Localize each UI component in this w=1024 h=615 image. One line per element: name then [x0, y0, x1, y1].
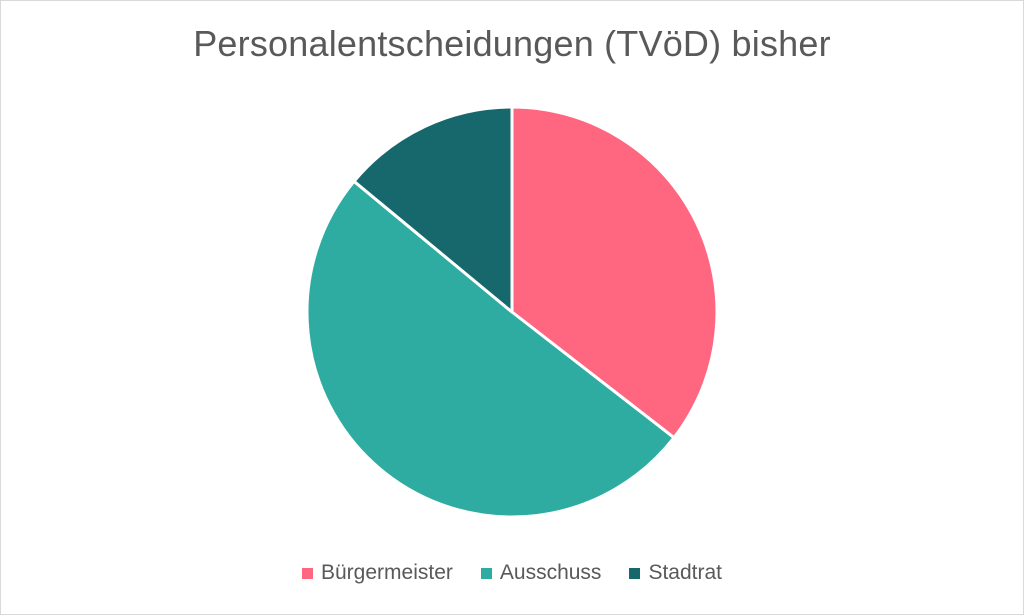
legend-swatch-stadtrat [629, 567, 641, 579]
legend-swatch-ausschuss [480, 567, 492, 579]
chart-title: Personalentscheidungen (TVöD) bisher [193, 23, 831, 64]
pie-slice-ausschuss [305, 179, 676, 519]
legend-item-ausschuss: Ausschuss [480, 561, 602, 585]
chart-legend: Bürgermeister Ausschuss Stadtrat [1, 561, 1023, 585]
legend-label-stadtrat: Stadtrat [648, 561, 722, 584]
pie-slices [305, 105, 719, 519]
pie-slice-buergermeister [510, 105, 719, 440]
pie-slice-stadtrat [352, 105, 514, 314]
legend-label-ausschuss: Ausschuss [499, 561, 602, 584]
legend-item-stadtrat: Stadtrat [629, 561, 722, 585]
legend-swatch-buergermeister [302, 567, 313, 579]
legend-item-buergermeister: Bürgermeister [302, 561, 453, 585]
legend-label-buergermeister: Bürgermeister [321, 561, 453, 584]
